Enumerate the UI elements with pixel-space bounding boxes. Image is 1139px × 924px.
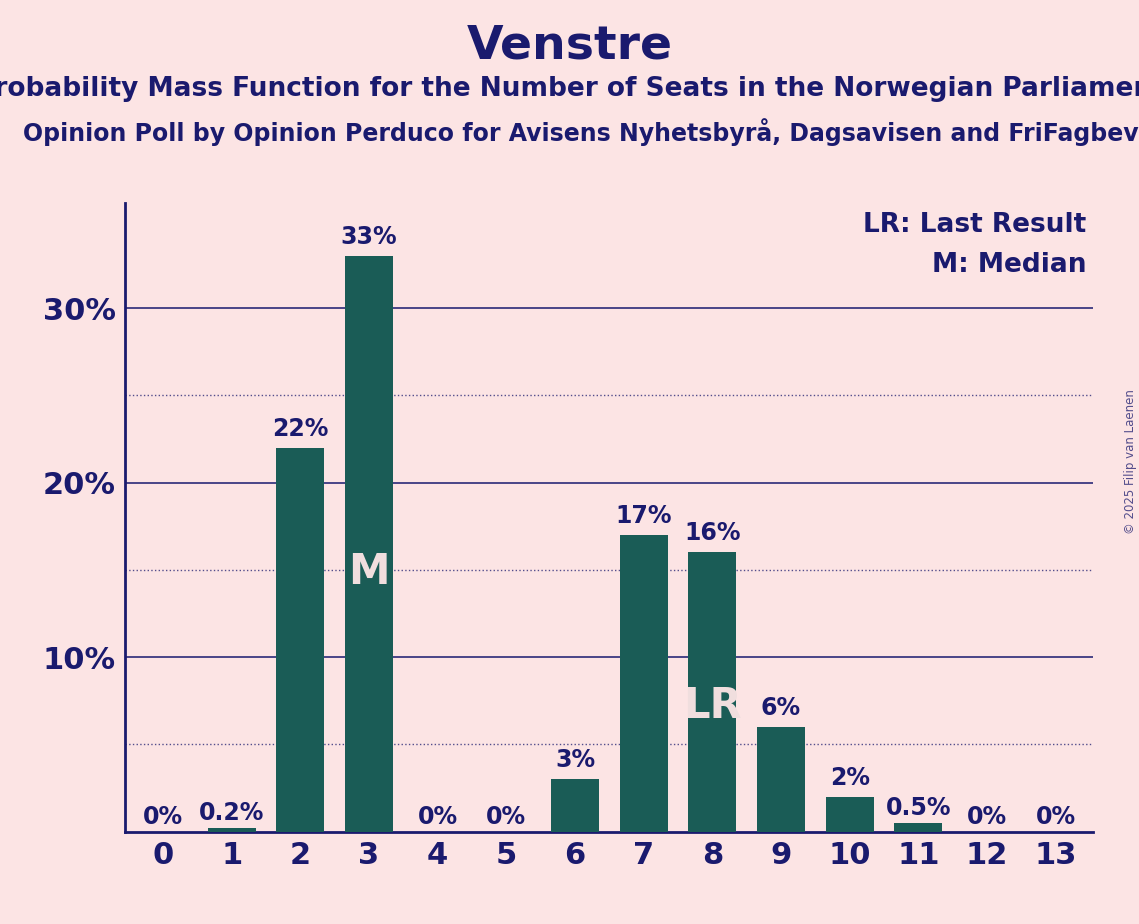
Text: 17%: 17% bbox=[615, 504, 672, 528]
Text: 6%: 6% bbox=[761, 696, 801, 720]
Text: 22%: 22% bbox=[272, 417, 328, 441]
Text: 3%: 3% bbox=[555, 748, 595, 772]
Text: 0%: 0% bbox=[1035, 805, 1075, 829]
Bar bbox=[688, 553, 737, 832]
Text: © 2025 Filip van Laenen: © 2025 Filip van Laenen bbox=[1124, 390, 1137, 534]
Bar bbox=[207, 828, 256, 832]
Text: Probability Mass Function for the Number of Seats in the Norwegian Parliament: Probability Mass Function for the Number… bbox=[0, 76, 1139, 102]
Text: 33%: 33% bbox=[341, 225, 398, 249]
Bar bbox=[551, 779, 599, 832]
Text: 0.5%: 0.5% bbox=[886, 796, 951, 821]
Bar bbox=[894, 823, 942, 832]
Text: 0.2%: 0.2% bbox=[199, 801, 264, 825]
Text: 0%: 0% bbox=[486, 805, 526, 829]
Bar bbox=[620, 535, 667, 832]
Text: LR: LR bbox=[683, 685, 741, 727]
Text: 0%: 0% bbox=[967, 805, 1007, 829]
Bar bbox=[345, 256, 393, 832]
Bar bbox=[757, 727, 805, 832]
Text: LR: Last Result: LR: Last Result bbox=[863, 212, 1087, 238]
Text: 16%: 16% bbox=[685, 521, 740, 545]
Bar bbox=[277, 447, 325, 832]
Text: 0%: 0% bbox=[144, 805, 183, 829]
Text: 2%: 2% bbox=[829, 766, 870, 790]
Bar bbox=[826, 796, 874, 832]
Text: Venstre: Venstre bbox=[467, 23, 672, 68]
Text: M: M bbox=[349, 552, 390, 593]
Text: 0%: 0% bbox=[418, 805, 458, 829]
Text: Opinion Poll by Opinion Perduco for Avisens Nyhetsbyrå, Dagsavisen and FriFagbev: Opinion Poll by Opinion Perduco for Avis… bbox=[23, 118, 1139, 146]
Text: M: Median: M: Median bbox=[932, 252, 1087, 278]
